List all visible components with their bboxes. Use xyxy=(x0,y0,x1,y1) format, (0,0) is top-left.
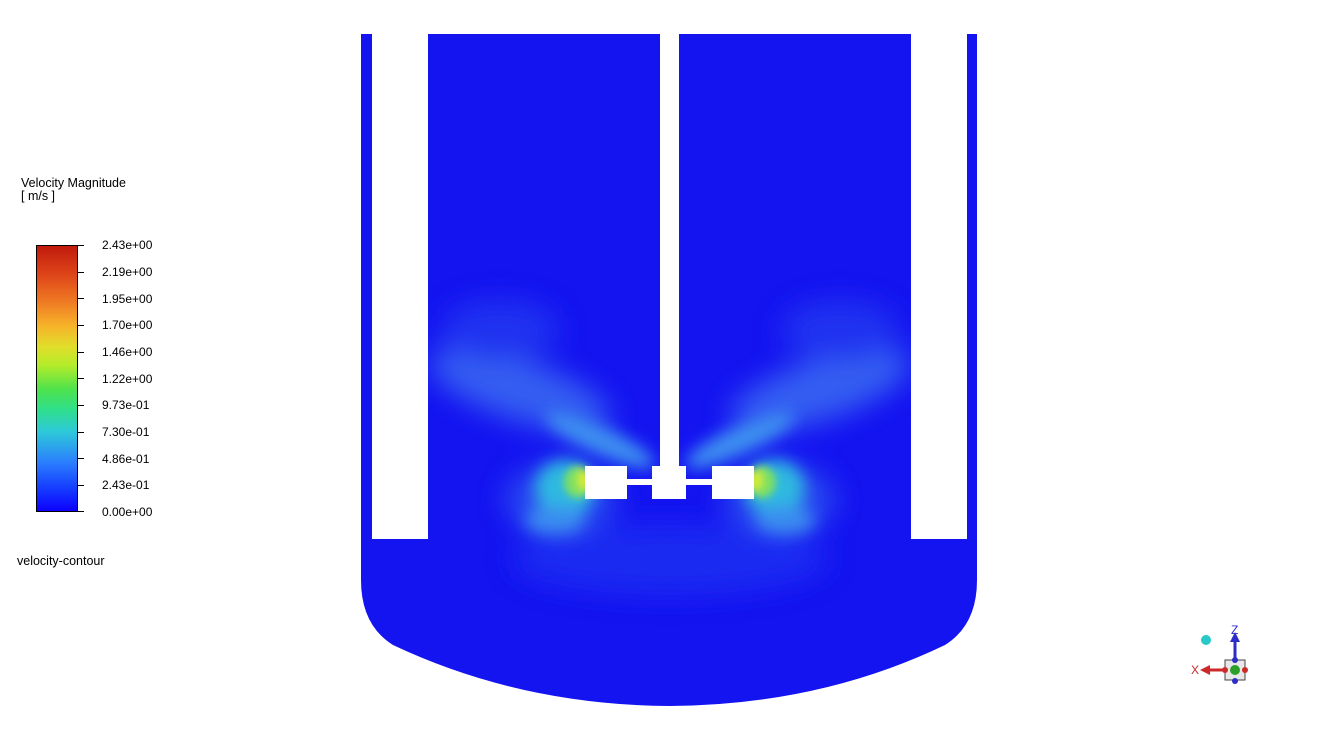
left-baffle xyxy=(372,30,428,539)
z-node-icon xyxy=(1232,678,1238,684)
tick-label: 9.73e-01 xyxy=(102,398,150,412)
tick-mark xyxy=(78,511,84,512)
legend-title-text: Velocity Magnitude xyxy=(21,176,126,190)
z-node-icon xyxy=(1232,657,1238,663)
tick-label: 1.95e+00 xyxy=(102,292,153,306)
colorbar xyxy=(36,245,78,512)
tick-label: 2.43e-01 xyxy=(102,478,150,492)
tick-label: 1.22e+00 xyxy=(102,372,153,386)
x-node-icon xyxy=(1222,667,1228,673)
tick-mark xyxy=(78,272,84,273)
tick-mark xyxy=(78,352,84,353)
impeller-shaft xyxy=(660,30,679,470)
tick-label: 2.43e+00 xyxy=(102,238,153,252)
tick-mark xyxy=(78,405,84,406)
tick-mark xyxy=(78,245,84,246)
tick-label: 0.00e+00 xyxy=(102,505,153,519)
tick-mark xyxy=(78,458,84,459)
tick-mark xyxy=(78,485,84,486)
z-arrow-icon xyxy=(1230,632,1240,642)
contour-name: velocity-contour xyxy=(17,554,105,568)
tick-label: 2.19e+00 xyxy=(102,265,153,279)
tick-mark xyxy=(78,432,84,433)
tick-label: 1.46e+00 xyxy=(102,345,153,359)
tick-mark xyxy=(78,325,84,326)
z-label: Z xyxy=(1231,623,1238,637)
x-arrow-icon xyxy=(1200,665,1210,675)
x-node-icon xyxy=(1242,667,1248,673)
tick-label: 7.30e-01 xyxy=(102,425,150,439)
tick-mark xyxy=(78,378,84,379)
y-axis-icon xyxy=(1230,665,1240,675)
impeller xyxy=(585,466,754,499)
light-indicator-icon xyxy=(1201,635,1211,645)
axis-triad[interactable]: Z X xyxy=(1188,620,1258,690)
tick-mark xyxy=(78,298,84,299)
legend-title: Velocity Magnitude [ m/s ] xyxy=(21,177,126,203)
right-baffle xyxy=(911,30,967,539)
tick-label: 4.86e-01 xyxy=(102,452,150,466)
legend-units: [ m/s ] xyxy=(21,189,56,203)
x-label: X xyxy=(1191,663,1199,677)
tick-label: 1.70e+00 xyxy=(102,318,153,332)
